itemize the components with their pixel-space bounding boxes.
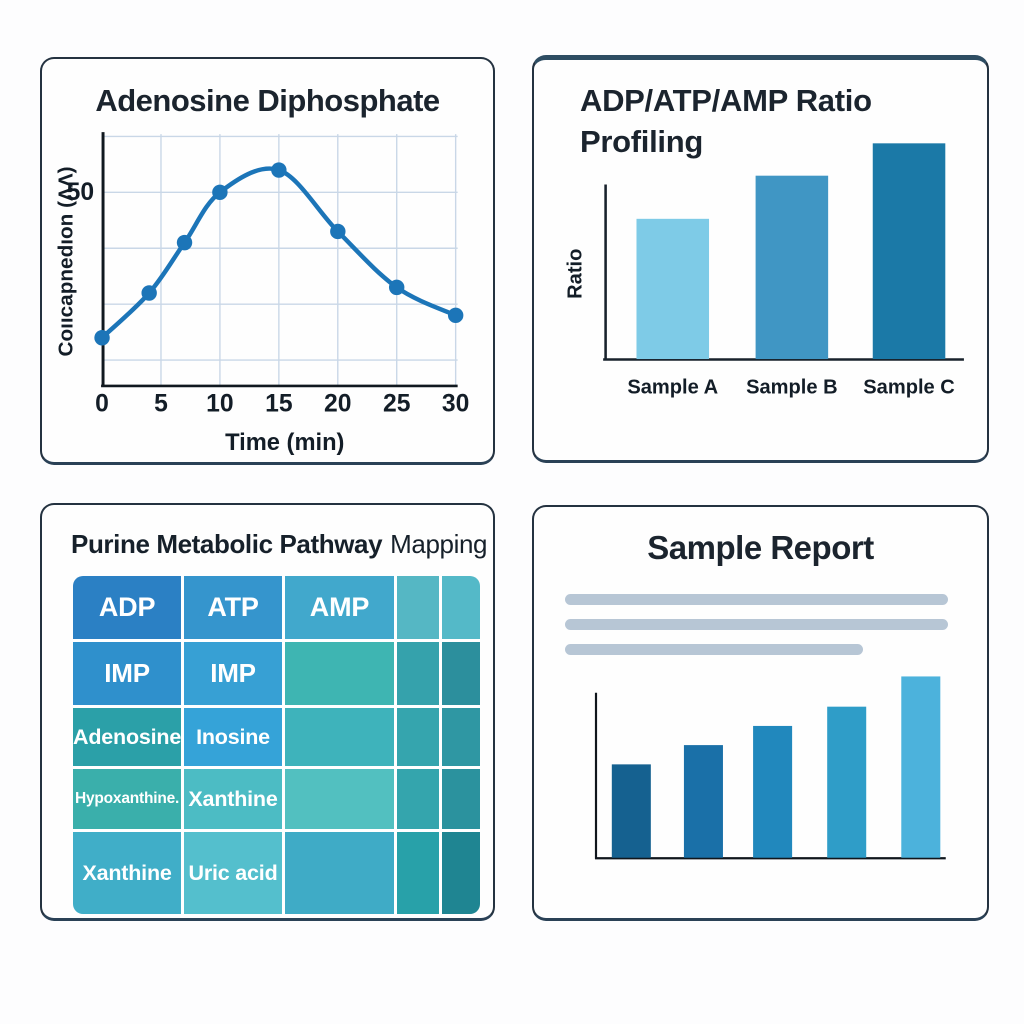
heatmap-title-main: Purine Metabolic Pathway	[71, 529, 383, 559]
bar-category-label: Sample C	[863, 376, 955, 398]
heatmap-cell-label: Hypoxanthine.	[74, 790, 180, 808]
data-point	[141, 285, 157, 301]
report-title: Sample Report	[647, 529, 874, 566]
y-axis-label: Ratio	[565, 249, 587, 299]
x-tick-label: 15	[265, 391, 293, 418]
x-tick-label: 30	[442, 391, 469, 418]
data-point	[388, 279, 405, 296]
heatmap-title: Purine Metabolic Pathway Mapping	[71, 529, 497, 560]
panel-pathway-mapping: Purine Metabolic Pathway Mapping ADP ATP AM…	[40, 503, 495, 921]
y-tick-label: 50	[67, 179, 94, 206]
heatmap-cell-label: ADP	[98, 592, 156, 623]
heatmap-cell: Adenosine	[73, 708, 182, 767]
heatmap-cell	[284, 642, 395, 706]
bar-chart-title-line1: ADP/ATP/AMP Ratio	[580, 83, 872, 118]
bar	[636, 218, 710, 360]
heatmap-cell: Uric acid	[184, 832, 282, 914]
heatmap-cell: Inosine	[184, 708, 282, 767]
bar	[827, 706, 867, 858]
heatmap-cell: AMP	[284, 576, 395, 640]
heatmap-cell: Hypoxanthine.	[73, 769, 182, 830]
bar-chart-title: ADP/ATP/AMP Ratio Profiling	[580, 80, 872, 162]
heatmap-cell: IMP	[73, 642, 182, 706]
text-placeholder-line	[565, 594, 948, 605]
bar-chart-title-line2: Profiling	[580, 124, 704, 159]
heatmap-cell	[284, 708, 395, 767]
data-point	[212, 184, 228, 201]
heatmap-cell: Xanthine	[73, 832, 182, 914]
heatmap-cell-label: Xanthine	[188, 786, 278, 811]
panel-adenosine-diphosphate: Adenosine Diphosphate 50 0 5 10 15 20 25 30 Time…	[40, 57, 495, 465]
heatmap-cell-label: ATP	[207, 592, 259, 623]
line-chart-title: Adenosine Diphosphate	[95, 83, 440, 118]
x-axis-label: Time (min)	[225, 430, 344, 456]
heatmap-cell: IMP	[184, 642, 282, 706]
x-tick-label: 20	[324, 391, 351, 418]
heatmap-cell	[442, 832, 480, 914]
bar	[901, 676, 941, 858]
heatmap-cell	[284, 832, 395, 914]
heatmap-cell: ATP	[184, 576, 282, 640]
y-axis-label: Coııcapnedıon (ΛΛ)	[54, 166, 77, 356]
heatmap-cell-label: Uric acid	[188, 860, 278, 885]
heatmap-cell	[397, 642, 440, 706]
bar	[755, 175, 829, 360]
heatmap-cell-label: IMP	[210, 658, 256, 689]
heatmap-title-suffix: Mapping	[390, 529, 488, 559]
pathway-heatmap-grid: ADP ATP AMP IMP IMP Adenosine Inosine Hypoxanth…	[73, 576, 480, 914]
heatmap-cell	[442, 769, 480, 830]
heatmap-cell	[397, 769, 440, 830]
data-point	[330, 223, 346, 240]
heatmap-cell	[442, 708, 480, 767]
text-placeholder-line	[565, 619, 948, 630]
x-tick-label: 25	[383, 391, 411, 418]
adenosine-line-chart: 50 0 5 10 15 20 25 30 Time (min) Coııcapnedıon (Λ…	[54, 132, 469, 456]
heatmap-cell	[397, 708, 440, 767]
heatmap-cell	[397, 576, 440, 640]
bar	[611, 764, 651, 858]
ratio-bar-chart: Sample A Sample B Sample C Ratio	[565, 143, 964, 398]
heatmap-cell	[397, 832, 440, 914]
heatmap-cell-label: IMP	[104, 658, 150, 689]
heatmap-cell	[442, 576, 480, 640]
data-point	[176, 234, 193, 251]
x-tick-label: 10	[206, 391, 233, 418]
data-point	[271, 162, 287, 178]
heatmap-cell	[442, 642, 480, 706]
panel-ratio-profiling: ADP/ATP/AMP Ratio Profiling Sample A Samp…	[532, 55, 989, 463]
heatmap-cell-label: Inosine	[196, 724, 270, 749]
data-point	[447, 307, 464, 324]
data-point	[94, 330, 110, 346]
bar-category-label: Sample A	[627, 376, 718, 398]
bar	[753, 725, 793, 858]
x-tick-label: 0	[95, 391, 109, 418]
text-placeholder-line	[565, 644, 863, 655]
heatmap-cell-label: AMP	[309, 592, 370, 623]
bar	[683, 745, 723, 858]
heatmap-cell-label: Adenosine	[73, 724, 182, 749]
bar-category-label: Sample B	[746, 376, 838, 398]
panel-sample-report: Sample Report	[532, 505, 989, 921]
report-bar-chart	[594, 676, 946, 860]
x-tick-label: 5	[154, 391, 168, 418]
heatmap-cell-label: Xanthine	[82, 860, 172, 885]
heatmap-cell	[284, 769, 395, 830]
heatmap-cell: ADP	[73, 576, 182, 640]
bar	[872, 143, 946, 360]
heatmap-cell: Xanthine	[184, 769, 282, 830]
